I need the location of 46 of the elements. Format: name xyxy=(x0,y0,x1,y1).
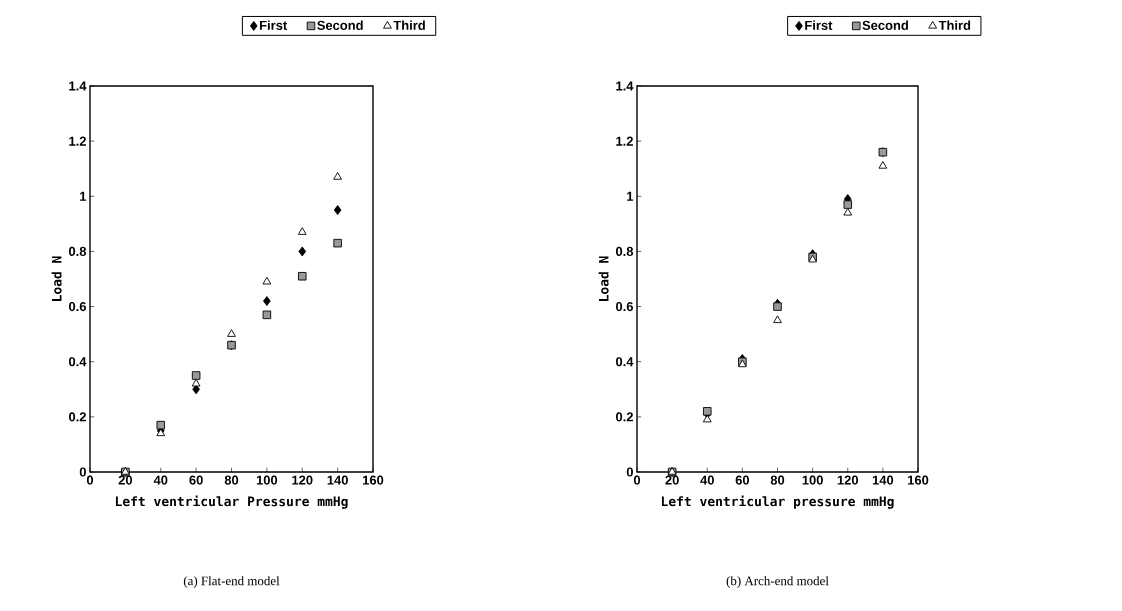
x-axis-title: Left ventricular Pressure mmHg xyxy=(115,495,348,509)
y-tick-label: 0 xyxy=(626,467,633,477)
x-tick-label: 160 xyxy=(363,475,384,485)
x-axis-title: Left ventricular pressure mmHg xyxy=(661,495,894,509)
y-tick-label: 0.4 xyxy=(68,357,87,367)
legend-label: Second xyxy=(862,20,908,30)
text: (b) Arch-end model xyxy=(726,576,829,588)
x-tick-label: 160 xyxy=(908,475,929,485)
x-tick-label: 100 xyxy=(256,475,278,485)
y-tick-label: 0.6 xyxy=(616,301,634,312)
x-tick-label: 120 xyxy=(837,475,859,485)
legend-label: First xyxy=(259,20,288,30)
x-tick-label: 0 xyxy=(86,475,94,485)
x-tick-label: 140 xyxy=(872,475,894,485)
x-tick-label: 20 xyxy=(118,475,133,485)
x-tick-label: 60 xyxy=(189,475,203,485)
y-tick-label: 0.8 xyxy=(68,246,87,257)
y-tick-label: 0.4 xyxy=(616,357,634,367)
y-tick-label: 0 xyxy=(79,467,86,477)
y-axis-title: Load N xyxy=(598,256,609,301)
legend-label: Third xyxy=(393,20,425,30)
y-tick-label: 1.4 xyxy=(69,81,87,91)
legend-label: Second xyxy=(317,20,363,30)
x-tick-label: 40 xyxy=(700,475,714,485)
text: (a) Flat-end model xyxy=(183,576,280,588)
x-tick-label: 140 xyxy=(327,475,348,485)
legend-label: First xyxy=(805,20,833,30)
x-tick-label: 80 xyxy=(770,475,785,485)
legend-label: Third xyxy=(938,20,971,30)
x-tick-label: 60 xyxy=(735,475,750,485)
y-tick-label: 1 xyxy=(627,191,634,201)
x-tick-label: 20 xyxy=(665,475,679,485)
y-tick-label: 1 xyxy=(80,191,87,201)
x-tick-label: 80 xyxy=(224,475,239,485)
x-tick-label: 0 xyxy=(633,475,641,485)
x-tick-label: 120 xyxy=(292,475,313,485)
y-tick-label: 1.2 xyxy=(69,136,86,146)
y-tick-label: 1.2 xyxy=(616,136,633,146)
x-tick-label: 40 xyxy=(153,475,168,485)
y-axis-title: Load N xyxy=(51,256,62,301)
x-tick-label: 100 xyxy=(802,475,823,485)
y-tick-label: 1.4 xyxy=(616,81,634,91)
y-tick-label: 0.2 xyxy=(68,412,86,422)
y-tick-label: 0.6 xyxy=(68,301,87,312)
y-tick-label: 0.8 xyxy=(616,246,634,257)
y-tick-label: 0.2 xyxy=(616,412,633,422)
